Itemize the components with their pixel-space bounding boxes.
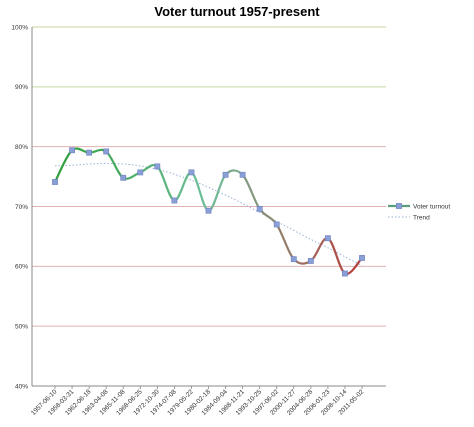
y-tick-label: 60% [15, 264, 28, 271]
legend: Voter turnout Trend [388, 203, 450, 221]
turnout-points [52, 147, 365, 277]
trend-series [54, 162, 363, 267]
y-tick-label: 50% [15, 323, 28, 330]
turnout-segment [207, 173, 227, 212]
turnout-point [239, 171, 246, 178]
turnout-segment [156, 165, 176, 202]
turnout-point [307, 258, 314, 264]
chart-title: Voter turnout 1957-present [154, 4, 320, 19]
turnout-segment [173, 171, 193, 202]
y-tick-labels: 40% 50% 60% 70% 80% 90% 100% [11, 24, 28, 390]
turnout-point [290, 256, 297, 263]
turnout-segment [275, 223, 295, 261]
turnout-segment [53, 149, 74, 184]
x-tick-labels: 1957-06-101958-03-311962-06-181963-04-08… [30, 388, 366, 417]
y-tick-label: 70% [15, 204, 28, 211]
turnout-point [86, 149, 93, 156]
turnout-point [171, 197, 178, 204]
y-tick-label: 100% [11, 24, 28, 31]
axes [31, 27, 386, 389]
turnout-point [324, 235, 331, 242]
y-tick-label: 90% [15, 84, 28, 91]
y-tick-label: 40% [15, 383, 28, 390]
turnout-point [154, 163, 161, 170]
turnout-segment [105, 150, 125, 179]
turnout-point [222, 171, 229, 178]
gridlines [32, 26, 386, 327]
y-tick-label: 80% [15, 144, 28, 151]
turnout-segment [241, 173, 261, 210]
legend-turnout-label: Voter turnout [413, 203, 450, 210]
turnout-point [342, 270, 348, 277]
turnout-point [103, 148, 110, 155]
legend-trend-label: Trend [413, 214, 430, 221]
legend-turnout-marker [396, 203, 402, 209]
turnout-segment [190, 171, 210, 212]
turnout-point [256, 205, 263, 212]
turnout-point [120, 174, 127, 181]
turnout-point [188, 169, 195, 176]
turnout-point [69, 147, 75, 154]
turnout-segment [326, 237, 347, 275]
turnout-point [137, 169, 144, 176]
turnout-point [52, 179, 58, 185]
turnout-segment [309, 237, 329, 263]
turnout-point [205, 207, 212, 214]
turnout-point [359, 255, 365, 261]
trend-line [54, 162, 363, 267]
turnout-point [273, 221, 280, 228]
